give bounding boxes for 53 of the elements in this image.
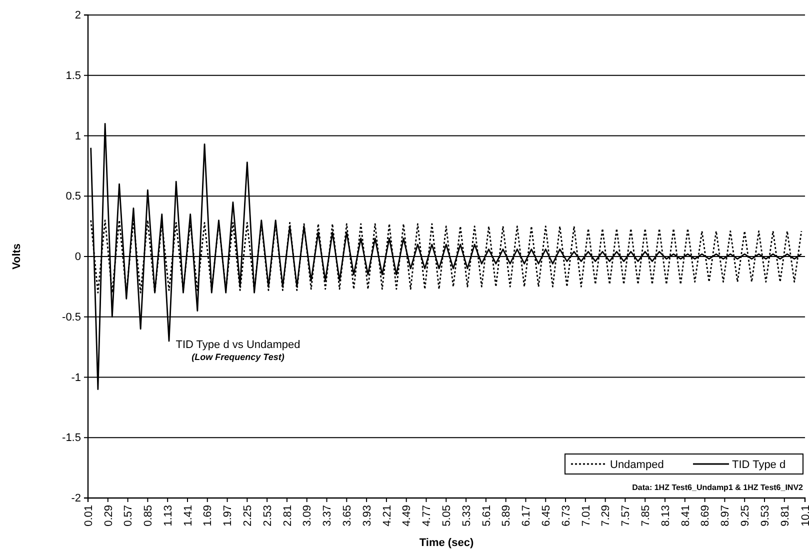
x-tick-label: 5.61 <box>480 505 493 526</box>
y-tick-label: 1 <box>74 130 81 142</box>
annotation: (Low Frequency Test) <box>192 352 284 362</box>
x-tick-label: 0.01 <box>82 505 95 526</box>
x-tick-label: 9.25 <box>739 505 752 526</box>
x-tick-label: 0.29 <box>102 505 115 526</box>
y-tick-label: 0.5 <box>66 190 81 203</box>
x-tick-label: 7.29 <box>600 505 612 526</box>
x-tick-label: 1.69 <box>202 505 214 526</box>
x-tick-label: 2.81 <box>282 505 294 526</box>
x-tick-label: 5.33 <box>460 505 473 526</box>
x-tick-label: 2.25 <box>242 505 254 526</box>
x-tick-label: 2.53 <box>262 505 274 526</box>
y-tick-label: 0 <box>74 251 81 264</box>
y-tick-label: -0.5 <box>62 311 81 324</box>
annotation: TID Type d vs Undamped <box>176 339 300 351</box>
y-tick-label: 2 <box>74 10 81 22</box>
x-tick-label: 9.53 <box>759 505 772 526</box>
y-tick-label: -1.5 <box>62 432 81 444</box>
y-tick-label: -1 <box>71 372 81 384</box>
x-tick-label: 10.1 <box>800 505 809 526</box>
x-tick-label: 3.65 <box>342 505 354 526</box>
x-tick-label: 3.37 <box>322 505 334 526</box>
x-tick-label: 1.13 <box>162 505 174 526</box>
legend-label: Undamped <box>610 458 664 471</box>
x-tick-label: 1.41 <box>182 505 194 526</box>
x-tick-label: 3.93 <box>361 505 374 526</box>
annotation: Data: 1HZ Test6_Undamp1 & 1HZ Test6_INV2 <box>632 483 804 492</box>
y-axis-title: Volts <box>11 243 23 270</box>
x-tick-label: 6.45 <box>540 505 552 526</box>
x-tick-label: 0.57 <box>122 505 135 526</box>
x-tick-label: 0.85 <box>142 505 155 526</box>
legend-label: TID Type d <box>732 458 786 471</box>
x-tick-label: 8.69 <box>700 505 712 526</box>
x-tick-label: 5.05 <box>440 505 453 526</box>
x-tick-label: 7.85 <box>640 505 652 526</box>
x-tick-label: 6.17 <box>520 505 533 526</box>
x-tick-label: 3.09 <box>302 505 314 526</box>
x-tick-label: 7.01 <box>580 505 592 526</box>
x-tick-label: 8.97 <box>720 505 732 526</box>
x-tick-label: 9.81 <box>779 505 792 526</box>
x-tick-label: 8.13 <box>660 505 672 526</box>
x-tick-label: 1.97 <box>222 505 234 526</box>
x-tick-label: 6.73 <box>560 505 572 526</box>
x-tick-label: 7.57 <box>620 505 632 526</box>
x-tick-label: 8.41 <box>680 505 692 526</box>
x-axis-title: Time (sec) <box>419 537 474 549</box>
x-tick-label: 4.77 <box>421 505 434 526</box>
x-tick-label: 5.89 <box>500 505 513 526</box>
x-tick-label: 4.21 <box>381 505 394 526</box>
y-tick-label: 1.5 <box>66 70 81 82</box>
x-tick-label: 4.49 <box>401 505 414 526</box>
y-tick-label: -2 <box>71 492 81 505</box>
